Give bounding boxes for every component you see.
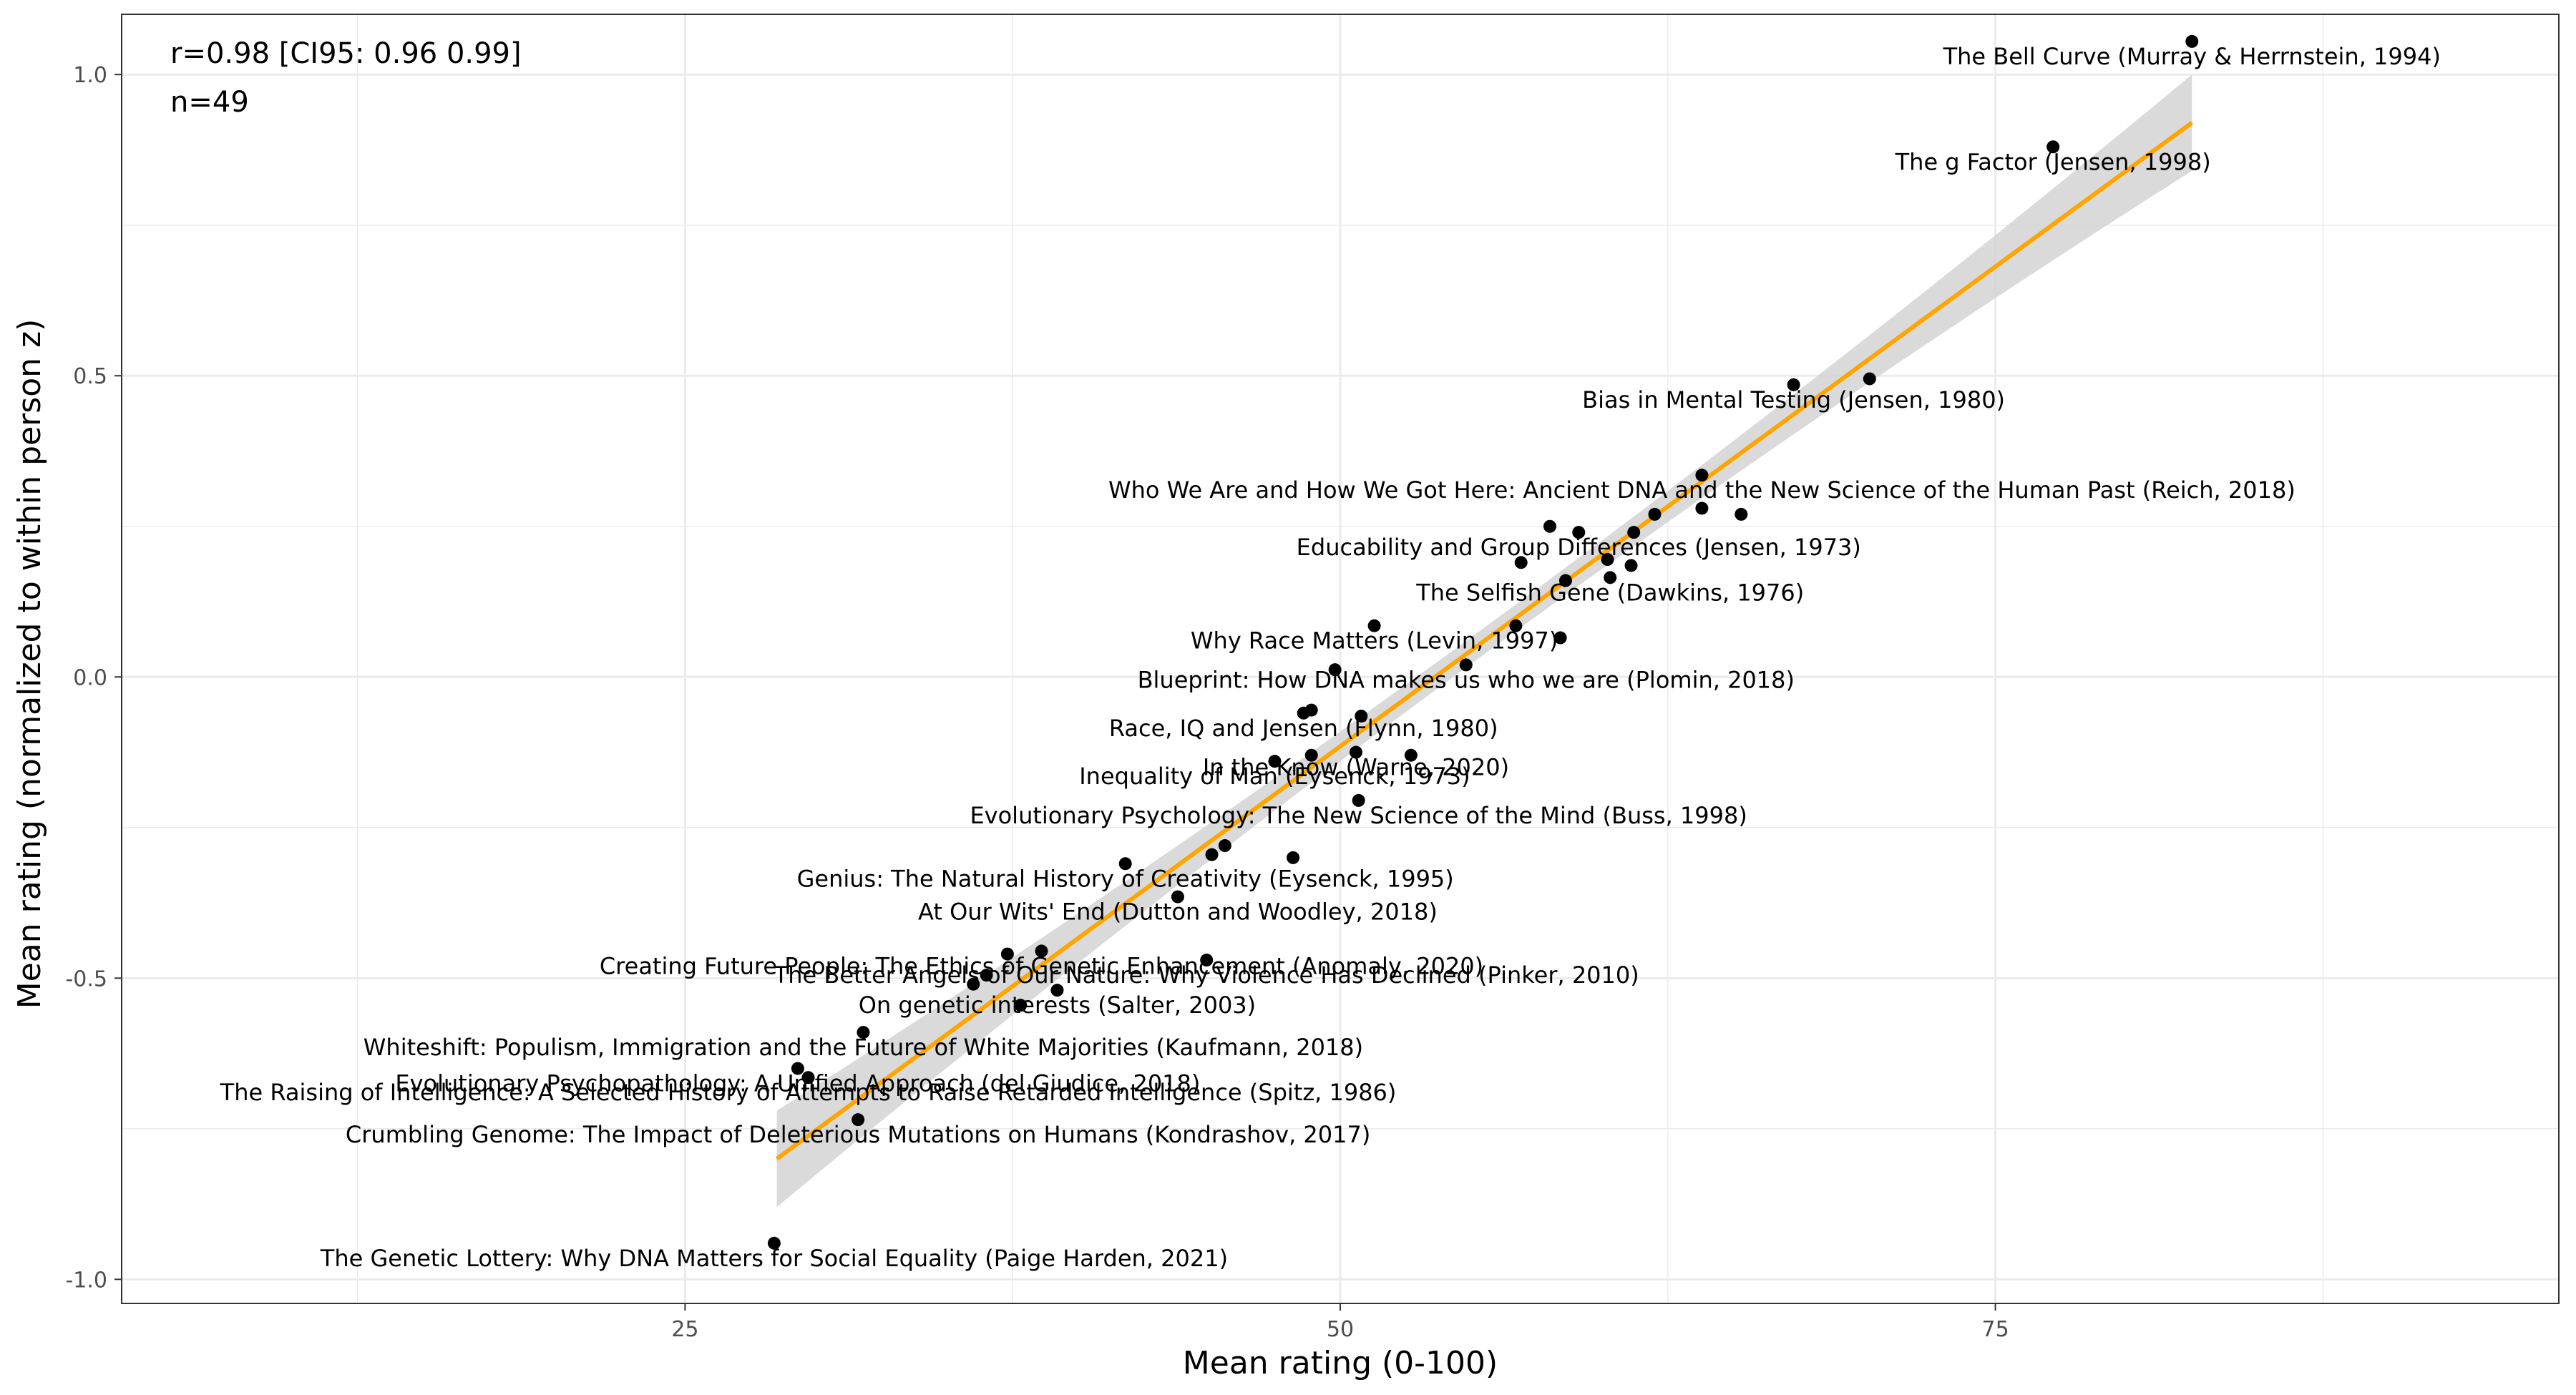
point-label: Race, IQ and Jensen (Flynn, 1980) [1109,715,1498,742]
data-point [1352,793,1365,807]
point-label: At Our Wits' End (Dutton and Woodley, 20… [918,899,1438,926]
data-point [852,1113,865,1127]
data-point [1509,619,1523,632]
point-label: The Raising of Intelligence: A Selected … [220,1079,1397,1106]
data-point [1695,469,1709,482]
point-label: The Better Angels of Our Nature: Why Vio… [774,961,1639,989]
y-tick-label: -1.0 [65,1268,107,1293]
point-label: Genius: The Natural History of Creativit… [797,865,1454,892]
data-point [1367,619,1381,632]
data-point [1287,851,1300,864]
data-point [1601,553,1614,567]
data-point [967,977,980,991]
y-tick-label: 1.0 [73,63,107,88]
grid-lines [122,14,2559,1303]
data-point [1863,372,1876,386]
data-point [1648,507,1662,521]
y-tick-label: -0.5 [65,966,107,992]
data-point [2046,140,2060,154]
point-labels: The Bell Curve (Murray & Herrnstein, 199… [220,43,2441,1272]
data-point [1304,703,1318,717]
data-point [1014,999,1028,1012]
point-label: Crumbling Genome: The Impact of Deleteri… [346,1121,1370,1148]
data-point [1304,748,1318,762]
data-point [1200,954,1214,967]
point-label: Why Race Matters (Levin, 1997) [1191,627,1558,655]
data-points [767,34,2199,1250]
data-point [857,1026,870,1039]
sample-size-annotation: n=49 [170,86,249,119]
data-point [2185,34,2199,48]
data-point [1695,501,1709,515]
point-label: The Selfish Gene (Dawkins, 1976) [1415,579,1804,606]
point-label: On genetic interests (Salter, 2003) [859,992,1256,1019]
point-label: Who We Are and How We Got Here: Ancient … [1108,476,2296,504]
x-axis-title: Mean rating (0-100) [1183,1345,1498,1381]
point-label: Blueprint: How DNA makes us who we are (… [1138,666,1795,693]
data-point [1328,663,1342,677]
data-point [1735,507,1748,521]
data-point [1553,631,1567,645]
data-point [1404,748,1418,762]
regression-line-group [775,121,2194,1161]
point-label: Bias in Mental Testing (Jensen, 1980) [1582,386,2005,413]
point-label: The Genetic Lottery: Why DNA Matters for… [320,1245,1228,1272]
y-tick-label: 0.0 [73,665,107,690]
data-point [1627,526,1641,539]
data-point [1558,574,1572,587]
data-point [1000,947,1014,961]
data-point [1572,526,1586,539]
data-point [1355,709,1368,723]
axis-ticks: 25 50 75 -1.0 -0.5 0.0 0.5 1.0 [65,63,2009,1342]
data-point [1118,857,1132,871]
point-label: Educability and Group Differences (Jense… [1297,534,1861,561]
point-label: Evolutionary Psychopathology: A Unified … [395,1070,1200,1097]
data-point [1349,745,1362,759]
y-tick-label: 0.5 [73,364,107,389]
data-point [767,1236,781,1250]
point-label: The g Factor (Jensen, 1998) [1895,148,2211,175]
data-point [801,1071,815,1085]
x-tick-label: 75 [1981,1317,2009,1342]
data-point [1218,839,1231,853]
data-point [1171,890,1184,904]
data-point [1050,984,1064,997]
point-label: Evolutionary Psychology: The New Science… [970,802,1747,829]
data-point [791,1062,804,1075]
regression-line [775,121,2194,1161]
data-point [1514,556,1528,569]
data-point [980,969,993,982]
data-point [1459,658,1473,672]
correlation-annotation: r=0.98 [CI95: 0.96 0.99] [170,37,522,70]
point-label: The Bell Curve (Murray & Herrnstein, 199… [1943,43,2441,70]
data-point [1543,519,1556,533]
x-tick-label: 25 [671,1317,698,1342]
point-label: Creating Future People: The Ethics of Ge… [600,952,1483,979]
data-point [1205,848,1219,861]
data-point [1624,559,1638,572]
data-point [1268,755,1282,768]
y-axis-title: Mean rating (normalized to within person… [11,319,48,1009]
data-point [1604,571,1617,584]
point-label: In the Know (Warne, 2020) [1203,754,1509,781]
data-point [1035,944,1048,958]
x-tick-label: 50 [1327,1317,1354,1342]
data-point [1787,378,1800,391]
point-label: Inequality of Man (Eysenck, 1973) [1079,763,1470,790]
point-label: Whiteshift: Populism, Immigration and th… [364,1034,1363,1061]
